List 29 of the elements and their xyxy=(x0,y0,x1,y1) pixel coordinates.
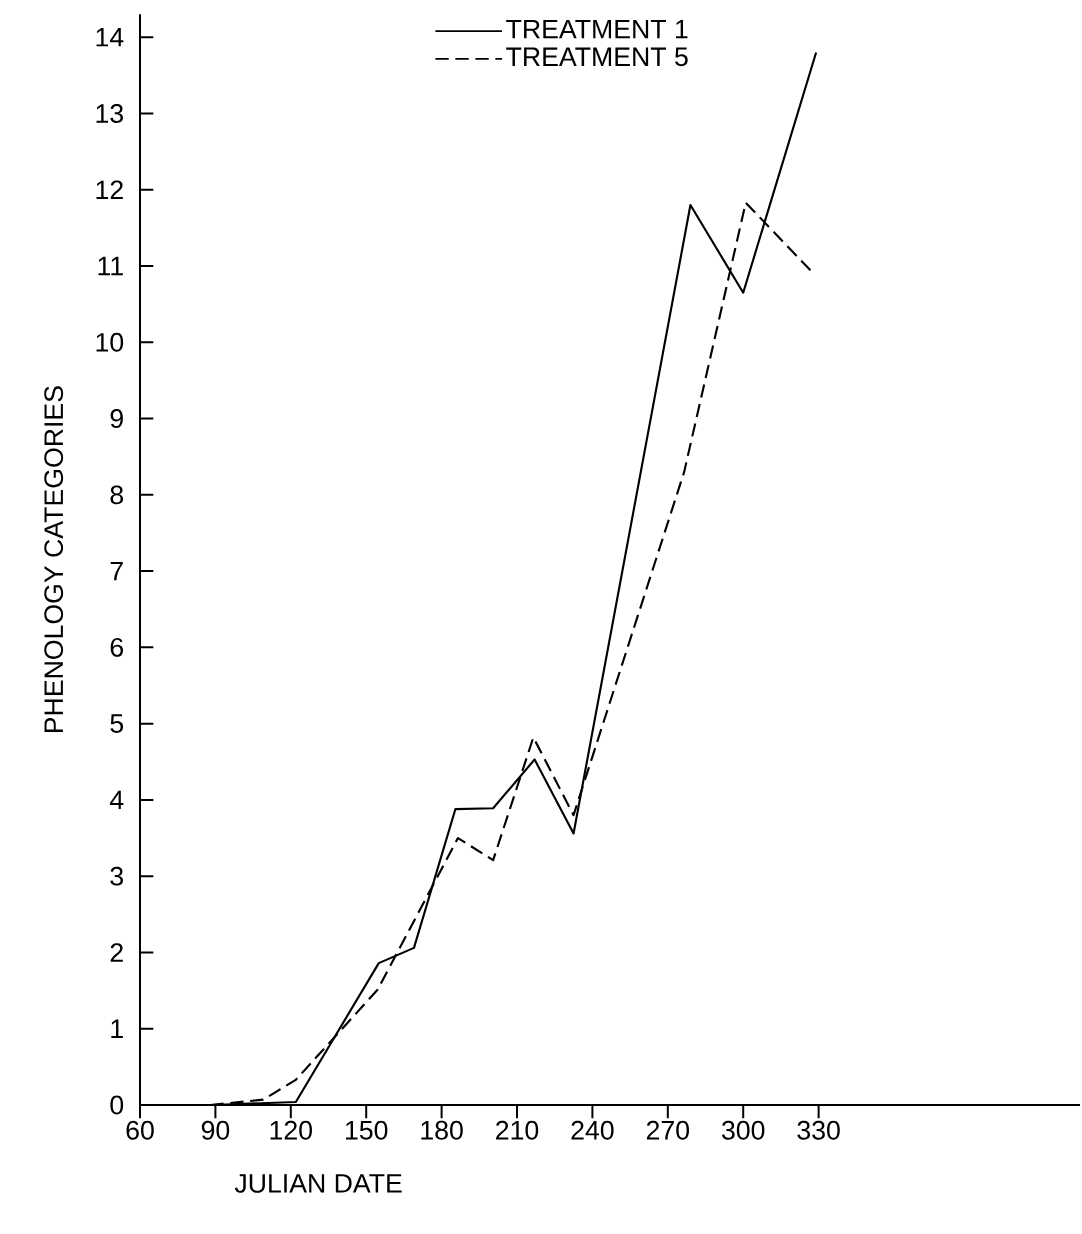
x-axis-title: JULIAN DATE xyxy=(234,1174,402,1193)
x-tick-label: 90 xyxy=(201,1120,230,1140)
y-tick-label: 3 xyxy=(110,866,123,886)
x-tick-label: 150 xyxy=(345,1120,388,1140)
y-tick-label: 12 xyxy=(96,180,123,200)
y-tick-label: 10 xyxy=(96,332,124,352)
x-tick-label: 270 xyxy=(646,1120,689,1140)
y-tick-label: 14 xyxy=(96,28,124,47)
x-tick-label: 240 xyxy=(571,1120,614,1140)
x-tick-label: 60 xyxy=(126,1120,154,1140)
legend-label: TREATMENT 5 xyxy=(506,47,688,67)
y-tick-label: 0 xyxy=(110,1095,124,1115)
y-axis-title: PHENOLOGY CATEGORIES xyxy=(44,386,64,733)
y-tick-label: 9 xyxy=(110,409,123,428)
legend-label: TREATMENT 1 xyxy=(506,19,688,39)
y-tick-label: 1 xyxy=(111,1019,123,1038)
x-tick-label: 330 xyxy=(797,1120,840,1140)
x-tick-label: 120 xyxy=(270,1120,312,1140)
y-tick-label: 5 xyxy=(110,714,124,733)
y-tick-label: 6 xyxy=(110,637,123,657)
y-tick-label: 2 xyxy=(110,943,123,962)
y-tick-label: 11 xyxy=(98,256,123,276)
x-tick-label: 210 xyxy=(496,1120,539,1140)
y-tick-label: 8 xyxy=(110,485,124,505)
x-tick-label: 300 xyxy=(721,1120,765,1140)
x-tick-label: 180 xyxy=(421,1120,463,1140)
y-tick-label: 13 xyxy=(96,104,123,123)
y-tick-label: 4 xyxy=(109,790,124,810)
y-tick-label: 7 xyxy=(110,561,123,581)
